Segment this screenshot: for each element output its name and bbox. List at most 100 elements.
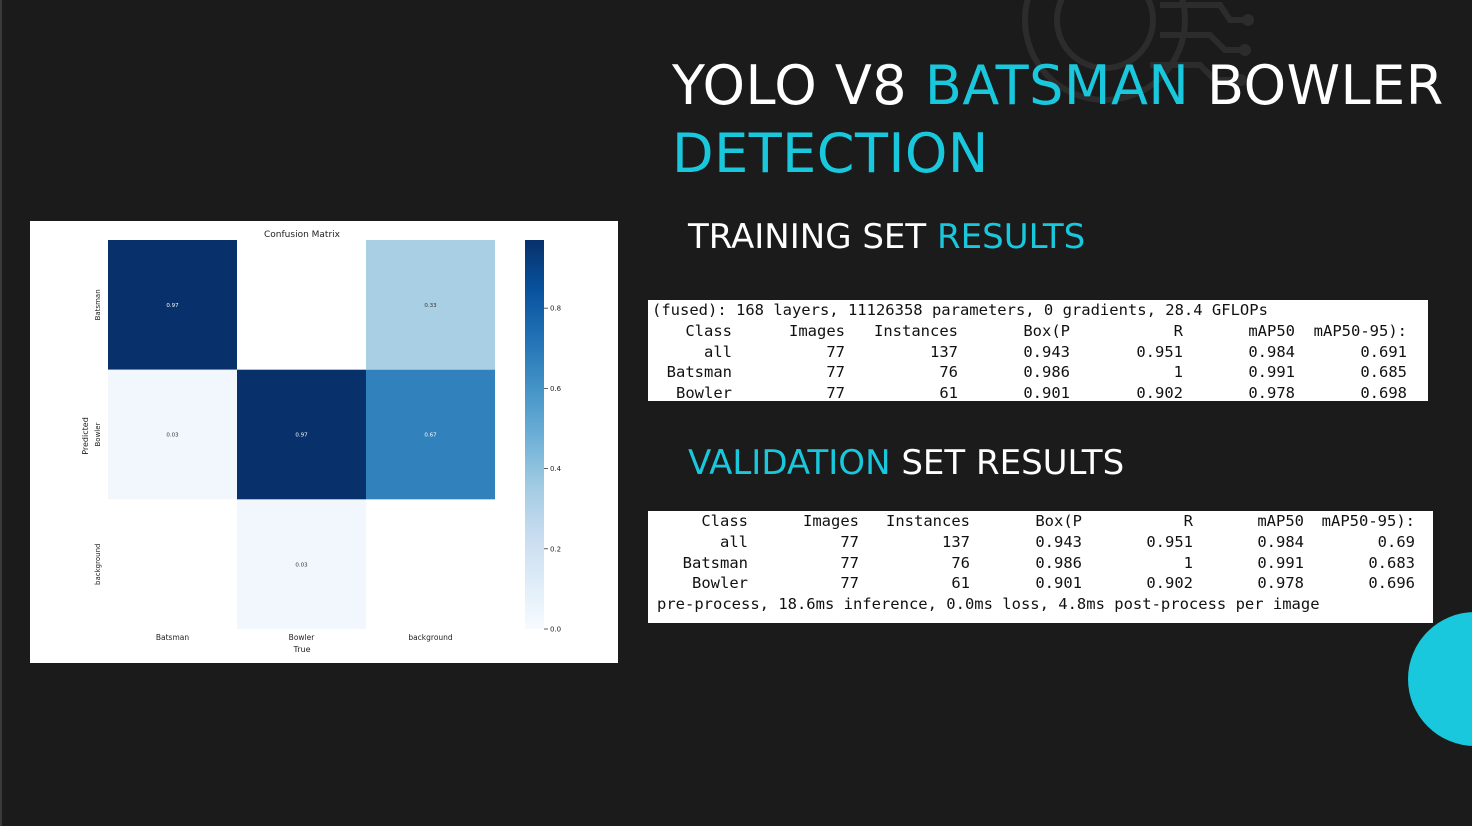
validation-table-cell: 77 [840,574,859,593]
validation-table-cell: Batsman [682,553,748,572]
heatmap-cell [237,369,366,500]
validation-table-cell: 61 [951,574,970,593]
validation-table-cell: 77 [840,532,859,551]
training-table-cell: 0.698 [1360,384,1407,401]
slide-title: YOLO V8 BATSMAN BOWLER DETECTION [672,52,1444,188]
validation-table-cell: Images [803,512,859,530]
slide-left-edge [0,0,2,826]
training-table-cell: 61 [939,384,958,401]
validation-table-cell: 76 [951,553,970,572]
validation-table-cell: all [720,532,748,551]
training-table-row: Bowler 77 61 0.901 0.902 0.978 0.698 [648,383,1407,401]
training-table-cell: 0.984 [1248,342,1295,361]
training-table-cell: 77 [826,342,845,361]
heatmap-value-label: 0.67 [424,433,437,439]
colorbar-tick-label: 0.6 [550,385,562,393]
training-table-cell: all [704,342,732,361]
training-table-cell: Bowler [676,384,732,401]
training-table-cell: Box(P [1023,321,1070,340]
heatmap-cell [366,499,495,630]
validation-table-row: all 77 137 0.943 0.951 0.984 0.69 [648,532,1415,553]
gear-circuit-icon [1022,0,1254,103]
validation-table-cell: Class [701,512,748,530]
heatmap-cell [366,240,495,370]
validation-table-cell: R [1183,512,1193,530]
validation-table-cell: Instances [886,512,970,530]
colorbar [525,240,544,629]
training-table-cell: Instances [874,321,958,340]
training-results-output: (fused): 168 layers, 11126358 parameters… [648,300,1428,401]
training-table-cell: Class [685,321,732,340]
training-table-cell: 0.951 [1136,342,1183,361]
validation-table-cell: 0.978 [1257,574,1304,593]
validation-table-cell: 0.69 [1377,532,1415,551]
training-table-cell: 0.901 [1023,384,1070,401]
training-table-cell: 1 [1173,363,1183,382]
heatmap-value-label: 0.97 [295,433,308,439]
validation-table-cell: 0.991 [1257,553,1304,572]
validation-table-cell: 0.901 [1035,574,1082,593]
title-part-2: BATSMAN [924,54,1190,117]
heatmap-value-label: 0.03 [295,562,308,568]
validation-table-cell: 0.683 [1368,553,1415,572]
validation-table-cell: 0.984 [1257,532,1304,551]
training-table-row: Batsman 77 76 0.986 1 0.991 0.685 [648,362,1407,383]
heatmap-cell [366,369,495,500]
validation-table-cell: mAP50 [1257,512,1304,530]
training-table-cell: Images [789,321,845,340]
validation-table-cell: Bowler [692,574,748,593]
x-tick-label: Batsman [156,633,189,642]
training-table-cell: Batsman [666,363,732,382]
heatmap-value-label: 0.03 [166,433,179,439]
validation-timing-line: pre-process, 18.6ms inference, 0.0ms los… [657,595,1320,614]
training-heading-plain: TRAINING SET [688,217,927,257]
validation-table-row: Bowler 77 61 0.901 0.902 0.978 0.696 [648,573,1415,594]
confusion-matrix-chart: Confusion Matrix True Predicted 0.97 0.33… [81,230,562,654]
training-table-cell: 77 [826,363,845,382]
decorative-circle [1408,612,1472,746]
heatmap-cell [108,369,237,500]
validation-table-cell: 137 [942,532,970,551]
y-tick-label: Batsman [94,289,102,320]
training-results-heading: TRAINING SET RESULTS [688,216,1085,258]
training-table-cell: 0.991 [1248,363,1295,382]
training-table-cell: 77 [826,384,845,401]
training-table-cell: mAP50-95): [1313,321,1407,340]
training-table-cell: 76 [939,363,958,382]
y-tick-label: background [94,544,102,585]
training-heading-accent: RESULTS [937,217,1086,257]
validation-table-cell: 0.696 [1368,574,1415,593]
training-table-cell: 0.986 [1023,363,1070,382]
x-tick-label: background [408,633,453,642]
validation-heading-plain: SET RESULTS [901,443,1125,483]
heatmap-cell [237,499,366,630]
training-table-cell: 0.978 [1248,384,1295,401]
validation-table-cell: 0.986 [1035,553,1082,572]
title-part-3: BOWLER [1207,54,1444,117]
colorbar-tick-label: 0.0 [550,626,561,634]
heatmap-cell [108,499,237,630]
validation-table-cell: 77 [840,553,859,572]
validation-heading-accent: VALIDATION [688,443,891,483]
validation-table-cell: 0.943 [1035,532,1082,551]
heatmap-cell [237,240,366,370]
colorbar-tick-label: 0.8 [550,305,561,313]
training-table-cell: 0.943 [1023,342,1070,361]
validation-table-cell: 0.902 [1146,574,1193,593]
validation-results-heading: VALIDATION SET RESULTS [688,442,1124,484]
training-table-cell: 0.685 [1360,363,1407,382]
title-part-4: DETECTION [672,122,989,185]
training-table-cell: 137 [930,342,958,361]
training-summary-line: (fused): 168 layers, 11126358 parameters… [652,301,1268,319]
chart-title: Confusion Matrix [264,230,341,240]
heatmap-value-label: 0.33 [424,303,437,309]
heatmap-value-label: 0.97 [166,303,179,309]
validation-table-cell: 0.951 [1146,532,1193,551]
validation-table-cell: mAP50-95): [1321,512,1415,530]
validation-table-cell: Box(P [1035,512,1082,530]
heatmap-cell [108,240,237,370]
x-tick-label: Bowler [289,633,316,642]
